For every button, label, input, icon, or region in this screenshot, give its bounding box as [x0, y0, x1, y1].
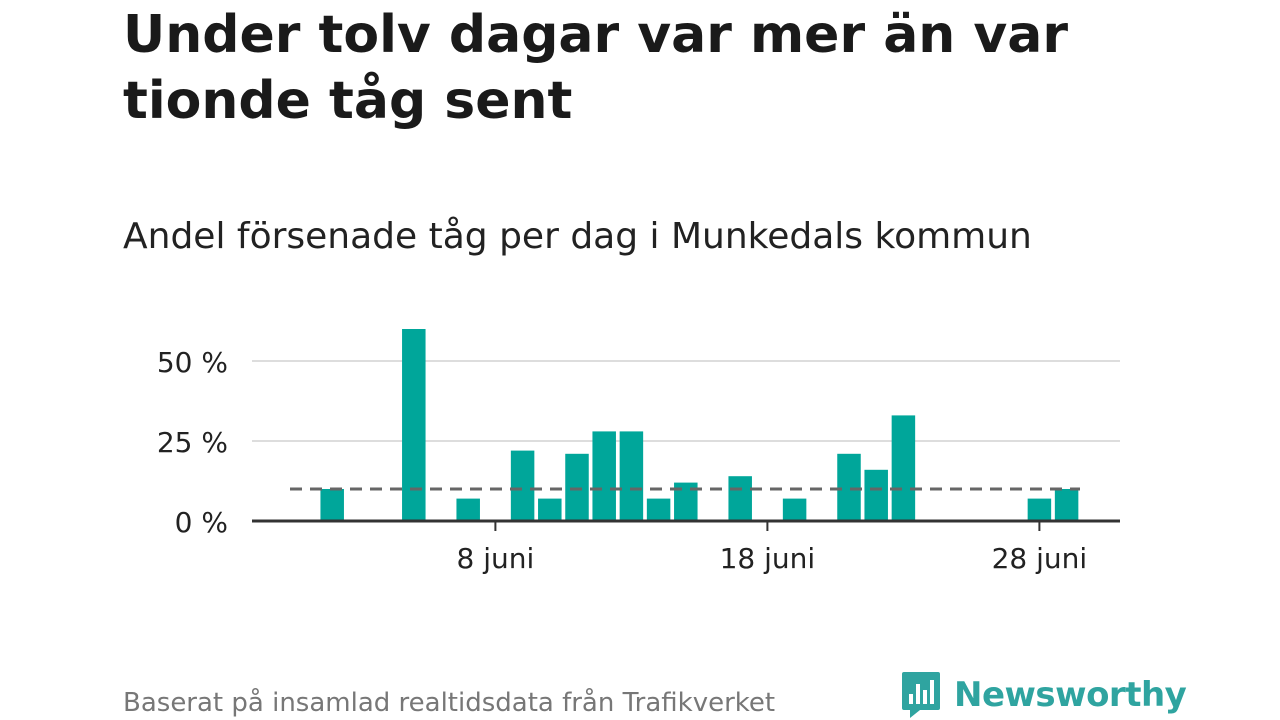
- y-tick-label: 50 %: [157, 346, 228, 379]
- axes: 0 % 25 % 50 % 8 juni 18 juni 28 juni: [157, 346, 1120, 575]
- bars: [320, 329, 1079, 521]
- source-footnote: Baserat på insamlad realtidsdata från Tr…: [123, 688, 776, 718]
- bar: [864, 469, 888, 521]
- bar: [646, 498, 671, 521]
- bar: [565, 453, 589, 521]
- bar: [592, 431, 616, 521]
- bar: [619, 431, 644, 521]
- y-tick-label: 0 %: [175, 506, 228, 539]
- bar: [1054, 489, 1079, 521]
- bar: [538, 498, 562, 521]
- y-tick-label: 25 %: [157, 426, 228, 459]
- newsworthy-logo-icon: [902, 672, 940, 718]
- brand-logo: Newsworthy: [900, 670, 1187, 720]
- bar: [510, 450, 535, 521]
- grid-lines: [252, 360, 1120, 442]
- x-tick-label: 8 juni: [457, 542, 535, 575]
- bar: [674, 482, 698, 521]
- bar: [837, 453, 861, 521]
- bar: [891, 415, 916, 521]
- x-tick-label: 18 juni: [720, 542, 816, 575]
- bar: [320, 489, 344, 521]
- x-tick-label: 28 juni: [992, 542, 1088, 575]
- bar: [456, 498, 480, 521]
- bar: [728, 476, 752, 521]
- bar: [782, 498, 807, 521]
- bar: [402, 329, 426, 521]
- chart-title: Under tolv dagar var mer än var tionde t…: [123, 5, 1069, 131]
- chart-subtitle: Andel försenade tåg per dag i Munkedals …: [123, 216, 1032, 257]
- bar: [1027, 498, 1052, 521]
- brand-name: Newsworthy: [954, 675, 1187, 715]
